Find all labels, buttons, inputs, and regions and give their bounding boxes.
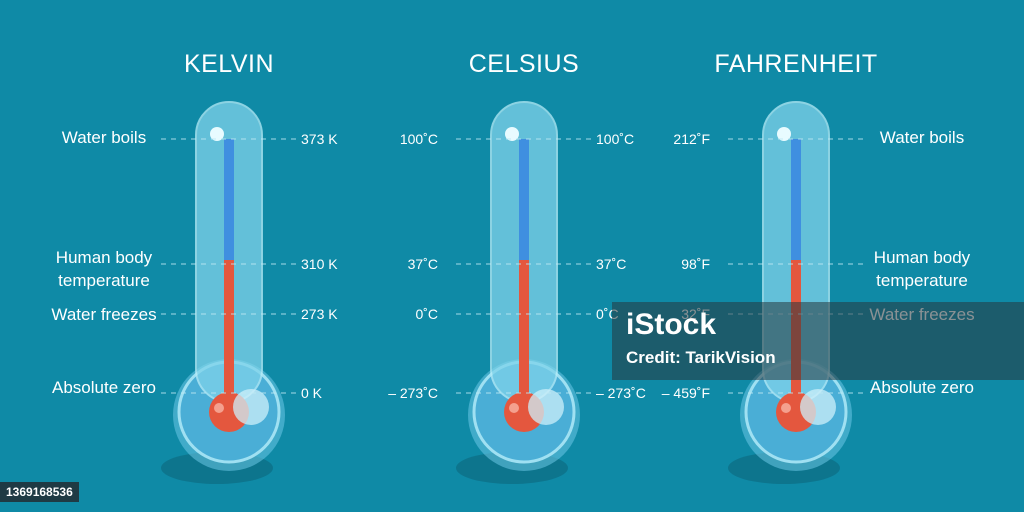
watermark-banner: iStock Credit: TarikVision [612, 302, 1024, 380]
label-water-boils-kelvin: Water boils [61, 128, 147, 147]
scale-title-0: KELVIN [183, 50, 275, 78]
scale-title-2: FAHRENHEIT [714, 50, 878, 78]
watermark-credit: Credit: TarikVision [626, 348, 776, 367]
left-value-human-body-2: 98˚F [681, 256, 710, 272]
bulb-highlight-2 [800, 389, 836, 425]
reservoir-highlight-1 [509, 403, 519, 413]
reservoir-highlight-0 [214, 403, 224, 413]
left-value-absolute-zero-2: – 459˚F [661, 385, 710, 401]
left-value-water-freezes-1: 0˚C [415, 306, 438, 322]
scale-title-1: CELSIUS [468, 50, 580, 78]
right-value-human-body-0: 310 K [301, 256, 338, 272]
reservoir-highlight-2 [781, 403, 791, 413]
label-human-body-kelvin: Human body temperature [55, 248, 153, 290]
tube-highlight-0 [210, 127, 224, 141]
bulb-highlight-0 [233, 389, 269, 425]
right-value-human-body-1: 37˚C [596, 256, 627, 272]
tube-highlight-1 [505, 127, 519, 141]
tube-highlight-2 [777, 127, 791, 141]
label-absolute-zero-kelvin: Absolute zero [52, 378, 156, 397]
right-value-water-boils-0: 373 K [301, 131, 338, 147]
left-value-human-body-1: 37˚C [407, 256, 438, 272]
label-absolute-zero-fahrenheit: Absolute zero [870, 378, 974, 397]
label-human-body-fahrenheit: Human body temperature [873, 248, 971, 290]
bulb-highlight-1 [528, 389, 564, 425]
mercury-column-blue-1 [519, 139, 529, 264]
left-value-water-boils-2: 212˚F [673, 131, 710, 147]
label-water-freezes-kelvin: Water freezes [51, 305, 157, 324]
left-value-absolute-zero-1: – 273˚C [388, 385, 438, 401]
mercury-column-red-1 [519, 260, 529, 410]
watermark-brand: iStock [626, 308, 717, 341]
mercury-column-blue-0 [224, 139, 234, 264]
label-water-boils-fahrenheit: Water boils [879, 128, 965, 147]
image-id-badge: 1369168536 [0, 482, 79, 502]
left-value-water-boils-1: 100˚C [399, 131, 438, 147]
right-value-water-boils-1: 100˚C [596, 131, 635, 147]
right-value-absolute-zero-0: 0 K [301, 385, 323, 401]
mercury-column-red-0 [224, 260, 234, 410]
right-value-absolute-zero-1: – 273˚C [596, 385, 646, 401]
mercury-column-blue-2 [791, 139, 801, 264]
right-value-water-freezes-0: 273 K [301, 306, 338, 322]
